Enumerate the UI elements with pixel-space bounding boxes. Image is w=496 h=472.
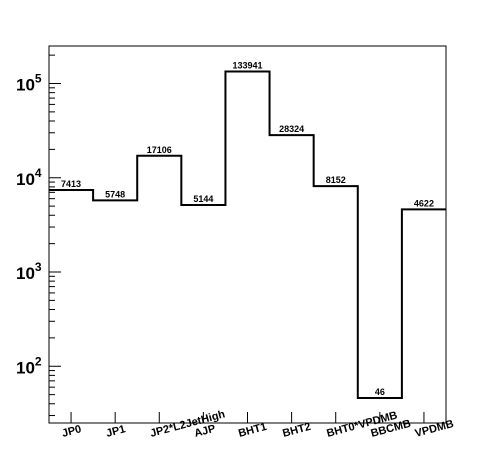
category-label: JP1	[105, 423, 127, 440]
y-tick-label: 104	[16, 166, 42, 189]
data-label: 8152	[326, 175, 346, 185]
data-label: 17106	[147, 145, 172, 155]
category-label: JP2*L2JetHigh	[149, 408, 227, 440]
data-label: 46	[375, 387, 385, 397]
category-label: VPDMB	[414, 418, 456, 440]
data-label: 28324	[279, 124, 304, 134]
data-label: 4622	[414, 198, 434, 208]
y-tick-label: 102	[16, 354, 42, 377]
y-axis: 102 103 104 105	[16, 54, 61, 417]
plot-frame	[48, 45, 447, 424]
category-label: AJP	[193, 423, 217, 440]
y-tick-label: 105	[16, 72, 42, 95]
y-tick-label: 103	[16, 260, 42, 283]
x-axis	[70, 412, 425, 423]
data-label: 5748	[105, 189, 125, 199]
data-label: 133941	[232, 61, 262, 71]
data-label: 5144	[193, 194, 213, 204]
data-labels: 7413 5748 17106 5144 133941 28324 8152 46 4622	[61, 61, 434, 397]
data-label: 7413	[61, 179, 81, 189]
histogram-step-line	[49, 70, 446, 400]
category-label: BHT2	[281, 421, 312, 440]
category-label: JP0	[61, 423, 83, 440]
category-label: BHT1	[237, 421, 268, 440]
